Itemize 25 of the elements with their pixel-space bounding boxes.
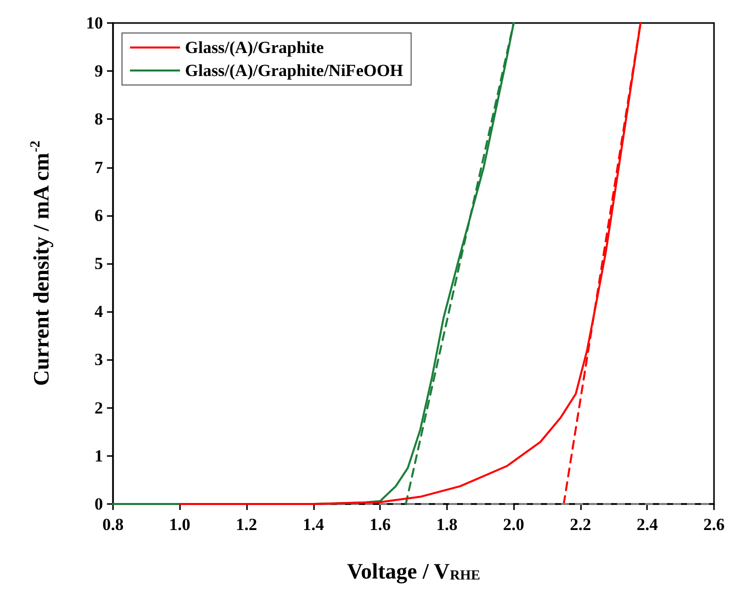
x-tick-label: 2.6: [703, 515, 725, 534]
x-tick-label: 0.8: [102, 515, 124, 534]
x-tick-label: 1.0: [169, 515, 190, 534]
x-tick-label: 1.8: [436, 515, 458, 534]
x-tick-label: 2.2: [570, 515, 592, 534]
y-tick-label: 10: [86, 14, 103, 32]
y-tick-label: 0: [94, 494, 103, 514]
x-tick-label: 1.2: [236, 515, 258, 534]
legend-label: Glass/(A)/Graphite: [185, 38, 324, 57]
y-tick-label: 3: [94, 350, 103, 370]
y-tick-label: 6: [94, 206, 103, 225]
y-tick-label: 2: [94, 398, 103, 418]
y-tick-label: 8: [94, 110, 103, 129]
y-axis-title: Current density / mA cm-2: [28, 140, 54, 386]
y-tick-label: 5: [94, 254, 103, 273]
x-tick-label: 1.6: [369, 515, 391, 534]
y-tick-label: 1: [94, 446, 103, 466]
y-tick-label: 7: [94, 158, 104, 177]
x-axis-title: Voltage / VRHE: [346, 558, 480, 584]
y-tick-label: 9: [94, 62, 103, 81]
legend-label: Glass/(A)/Graphite/NiFeOOH: [185, 61, 404, 80]
y-tick-label: 4: [94, 302, 104, 322]
x-tick-label: 1.4: [302, 515, 324, 534]
x-tick-label: 2.4: [636, 515, 658, 534]
x-tick-label: 2.0: [503, 515, 524, 534]
